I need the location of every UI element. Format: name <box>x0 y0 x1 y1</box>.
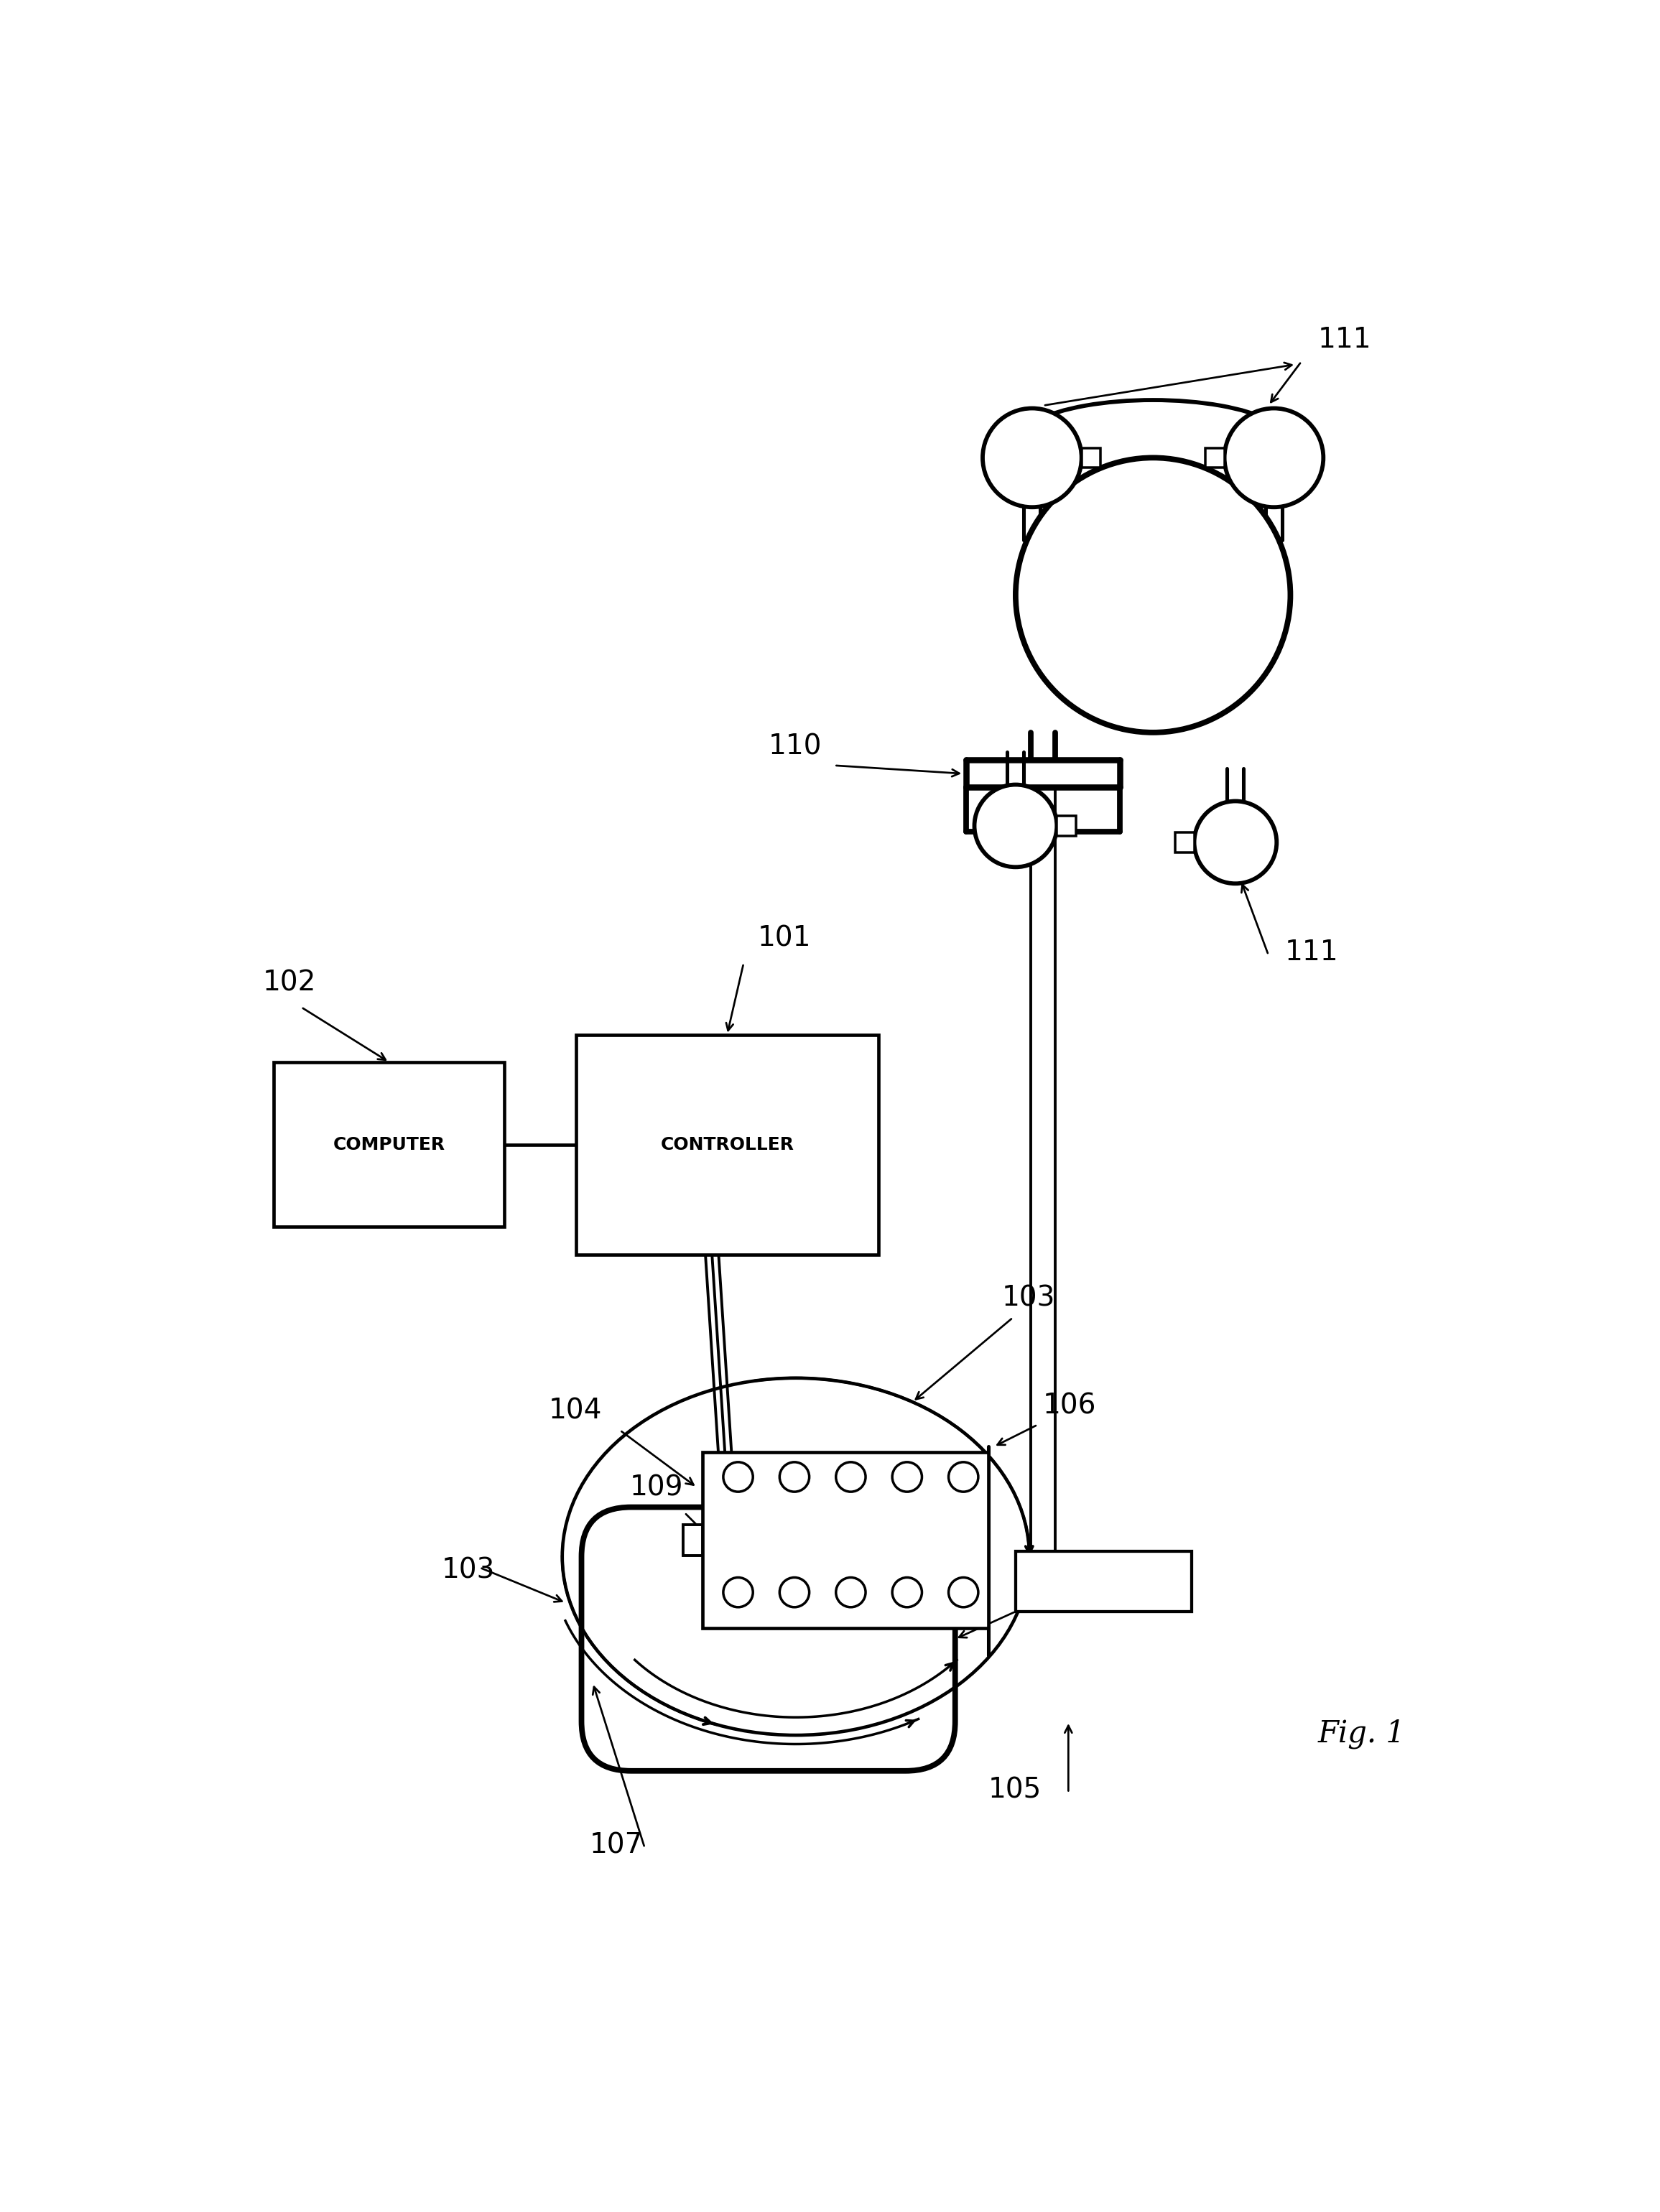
Circle shape <box>724 1462 754 1491</box>
Text: 110: 110 <box>769 732 822 761</box>
Circle shape <box>837 1577 865 1608</box>
FancyBboxPatch shape <box>1016 1551 1192 1613</box>
Circle shape <box>780 1462 810 1491</box>
Text: 103: 103 <box>1003 1285 1056 1312</box>
Circle shape <box>724 1577 754 1608</box>
Circle shape <box>948 1577 978 1608</box>
Text: 101: 101 <box>757 925 810 951</box>
Circle shape <box>780 1577 810 1608</box>
Text: 102: 102 <box>262 969 315 995</box>
Bar <box>684 1524 702 1555</box>
Text: CONTROLLER: CONTROLLER <box>661 1137 793 1152</box>
Text: 105: 105 <box>988 1776 1041 1803</box>
Bar <box>1057 816 1076 836</box>
FancyBboxPatch shape <box>576 1035 878 1254</box>
Text: 103: 103 <box>442 1557 495 1584</box>
Bar <box>1082 447 1101 467</box>
Circle shape <box>948 1462 978 1491</box>
Circle shape <box>1194 801 1277 883</box>
Circle shape <box>891 1462 921 1491</box>
Text: 104: 104 <box>548 1398 603 1425</box>
Text: 109: 109 <box>629 1475 682 1502</box>
Text: COMPUTER: COMPUTER <box>334 1137 445 1152</box>
FancyBboxPatch shape <box>274 1062 505 1228</box>
Circle shape <box>1016 458 1290 732</box>
Text: 108: 108 <box>1021 1579 1074 1606</box>
FancyBboxPatch shape <box>702 1453 988 1628</box>
Text: 111: 111 <box>1318 325 1371 354</box>
Circle shape <box>983 409 1082 507</box>
Text: 111: 111 <box>1285 938 1338 967</box>
Circle shape <box>1225 409 1323 507</box>
Circle shape <box>974 785 1057 867</box>
Text: 107: 107 <box>589 1832 642 1858</box>
Circle shape <box>891 1577 921 1608</box>
Circle shape <box>837 1462 865 1491</box>
Bar <box>1205 447 1225 467</box>
Bar <box>1175 832 1194 852</box>
Text: Fig. 1: Fig. 1 <box>1318 1719 1406 1750</box>
FancyBboxPatch shape <box>581 1506 954 1772</box>
Text: 106: 106 <box>1042 1391 1097 1420</box>
